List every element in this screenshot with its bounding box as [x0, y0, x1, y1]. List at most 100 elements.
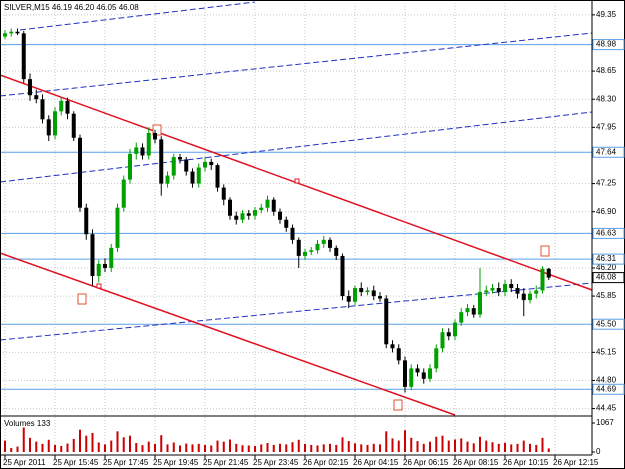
x-tick-label: 25 Apr 17:45 [103, 458, 149, 467]
volume-bar [460, 438, 463, 452]
candle-body [490, 288, 495, 291]
candle-body [328, 239, 332, 248]
volume-bar [172, 442, 175, 452]
arrow-marker [77, 293, 87, 305]
arrow-marker [540, 245, 550, 257]
y-tick-label: 44.80 [596, 376, 617, 385]
volume-bar [72, 438, 75, 452]
candle-body [528, 293, 532, 301]
candle-body [203, 161, 207, 168]
low: 46.05 [96, 3, 117, 12]
volume-bar [191, 444, 194, 452]
candle-body [153, 132, 157, 140]
volume-bar [185, 443, 188, 452]
volume-bar [272, 444, 275, 452]
volume-bar [29, 437, 31, 452]
volume-bar [416, 441, 419, 452]
last-price-box [592, 272, 625, 284]
candle-body [190, 171, 195, 184]
candle-body [421, 372, 426, 379]
volume-bar [329, 443, 331, 452]
candle-body [478, 292, 482, 315]
candle-body [146, 132, 151, 156]
candle-body [171, 157, 176, 176]
volume-bar [47, 439, 50, 452]
candle-body [428, 368, 432, 379]
volume-bar [466, 441, 469, 452]
candle-body [465, 308, 470, 313]
symbol: SILVER,M15 [4, 3, 50, 12]
volume-bar [147, 441, 150, 452]
volume-bar [210, 445, 213, 452]
volume-bar [347, 441, 350, 452]
candle-body [415, 368, 420, 373]
candle-body [46, 119, 51, 136]
candle-body [278, 211, 282, 220]
volume-panel [4, 427, 550, 452]
candle-body [346, 296, 351, 302]
volume-bar [491, 442, 494, 452]
candle-body [309, 250, 314, 252]
volume-bar [372, 443, 375, 452]
candle-body [221, 187, 226, 200]
candle-body [390, 344, 395, 349]
volume-bar [441, 435, 444, 452]
candle-body [315, 243, 320, 251]
volume-bar [135, 443, 138, 452]
volume-bar [479, 436, 481, 452]
grid [0, 0, 592, 455]
level-box [592, 383, 625, 395]
candle-body [40, 99, 45, 120]
candle-body [434, 348, 439, 369]
candle-body [96, 263, 101, 276]
level-box [592, 227, 625, 239]
volume-bar [116, 431, 119, 452]
candle-body [15, 31, 20, 34]
volume-bar [54, 444, 56, 452]
anchor [96, 283, 102, 289]
candle-body [84, 207, 89, 235]
candle-body [53, 111, 57, 136]
volume-bar [297, 439, 300, 452]
candle-body [453, 322, 457, 337]
trend-line [0, 111, 593, 183]
volume-header: Volumes 133 [4, 419, 51, 428]
volume-bar [197, 443, 200, 452]
candle-body [296, 239, 301, 256]
volume-bar [22, 427, 25, 452]
candle-body [259, 207, 264, 211]
x-tick-label: 26 Apr 08:15 [453, 458, 499, 467]
y-tick-label: 45.85 [596, 291, 617, 300]
level-label: 46.63 [596, 229, 617, 238]
volume-tick-label: 0 [596, 447, 601, 456]
volume-bar [166, 444, 169, 452]
volume-bar [4, 440, 6, 452]
candle-body [303, 251, 307, 256]
volume-bar [472, 443, 475, 452]
volume-bar [397, 440, 400, 452]
volume-bar [141, 445, 144, 452]
candle-body [234, 215, 239, 220]
volume-bar [497, 443, 500, 452]
candle-body [265, 199, 270, 208]
candle-body [59, 100, 64, 112]
volume-bar [235, 443, 238, 452]
candle-body [484, 290, 489, 293]
volume-bar [216, 440, 219, 452]
candle-body [159, 139, 164, 184]
y-tick-label: 49.35 [596, 10, 617, 19]
volume-tick-label: 1067 [596, 418, 614, 427]
volume-bar [247, 445, 250, 452]
level-label: 48.98 [596, 40, 617, 49]
x-tick-label: 26 Apr 06:15 [403, 458, 449, 467]
y-tick-label: 48.65 [596, 66, 617, 75]
candle-body [3, 33, 7, 37]
volume-bar [422, 443, 425, 452]
level-box [592, 146, 625, 158]
volume-bar [241, 445, 244, 452]
chart-header: SILVER,M15 46.19 46.20 46.05 46.08 [4, 3, 139, 12]
volume-bar [104, 444, 106, 452]
x-tick-label: 25 Apr 2011 [3, 458, 46, 467]
candle-body [246, 213, 251, 216]
candle-body [353, 288, 357, 302]
